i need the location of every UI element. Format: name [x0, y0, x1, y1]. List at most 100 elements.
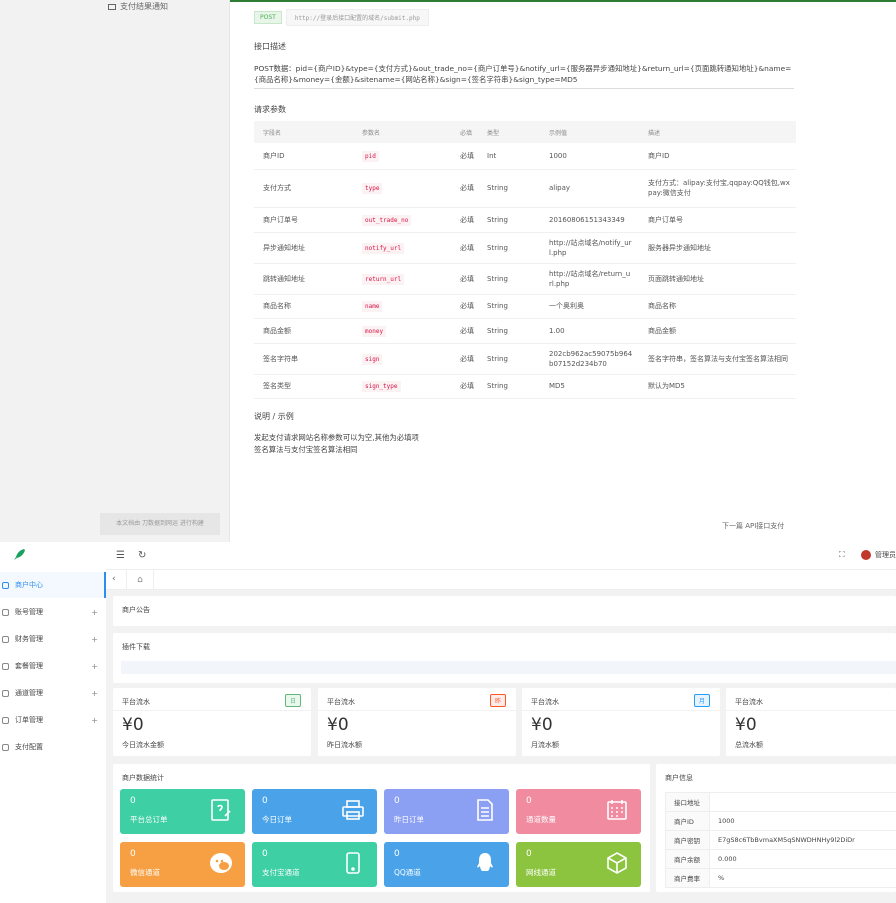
menu-icon	[2, 743, 9, 751]
type-cell: Int	[478, 143, 540, 170]
menu-icon	[2, 581, 9, 589]
sidebar-item-menu[interactable]: 套餐管理 +	[0, 653, 106, 679]
sidebar-item-notify[interactable]: 支付结果通知	[108, 1, 168, 12]
expand-icon: +	[91, 634, 98, 644]
param-cell: sign_type	[353, 374, 451, 399]
user-menu[interactable]: 管理员	[861, 550, 896, 560]
example-cell: alipay	[540, 169, 639, 208]
cube-icon	[605, 851, 629, 875]
sidebar-item-menu[interactable]: 通道管理 +	[0, 680, 106, 706]
fullscreen-icon[interactable]: ⛶	[839, 550, 845, 559]
info-key: 商户费率	[665, 868, 710, 888]
field-cell: 商户ID	[254, 143, 353, 170]
calendar-icon	[605, 798, 629, 822]
expand-icon: +	[91, 661, 98, 671]
user-name: 管理员	[875, 551, 896, 559]
example-cell: 1000	[540, 143, 639, 170]
tile-value: 0	[130, 849, 136, 859]
section-title-params: 请求参数	[254, 105, 286, 114]
desc-cell: 商户订单号	[639, 207, 796, 233]
field-cell: 跳转通知地址	[254, 263, 353, 295]
stat-tile[interactable]: 0 支付宝通道	[252, 842, 377, 887]
required-cell: 必填	[451, 263, 478, 295]
example-cell: 202cb962ac59075b964b07152d234b70	[540, 343, 639, 375]
admin-dashboard: 商户中心 账号管理 + 财务管理 + 套餐管理 + 通道管理 + 订单管理 + 支付配置 ☰ ↻ ⛶ …	[0, 542, 896, 903]
info-key: 商户密钥	[665, 830, 710, 850]
home-tab-icon[interactable]: ⌂	[126, 570, 154, 590]
menu-toggle-icon[interactable]: ☰	[116, 550, 125, 561]
stat-tile[interactable]: 0 昨日订单	[384, 789, 509, 834]
tile-label: 昨日订单	[394, 815, 424, 824]
param-cell: notify_url	[353, 232, 451, 264]
tile-value: 0	[526, 796, 532, 806]
tile-value: 0	[394, 796, 400, 806]
stat-value: ¥0	[122, 715, 144, 735]
divider	[318, 710, 516, 711]
admin-sidebar: 商户中心 账号管理 + 财务管理 + 套餐管理 + 通道管理 + 订单管理 + 支付配置	[0, 542, 106, 903]
desc-cell: 服务器异步通知地址	[639, 232, 796, 264]
stat-tile[interactable]: 0 微信通道	[120, 842, 245, 887]
info-value: %	[709, 868, 896, 888]
tile-value: 0	[526, 849, 532, 859]
tile-value: 0	[394, 849, 400, 859]
tile-label: 网线通道	[526, 868, 556, 877]
sidebar-item-menu[interactable]: 订单管理 +	[0, 707, 106, 733]
required-cell: 必填	[451, 318, 478, 344]
field-cell: 商品金额	[254, 318, 353, 344]
tile-label: 通道数量	[526, 815, 556, 824]
sidebar-item-menu[interactable]: 财务管理 +	[0, 626, 106, 652]
sidebar-item-menu[interactable]: 商户中心	[0, 572, 106, 598]
required-cell: 必填	[451, 143, 478, 170]
stat-subtitle: 昨日流水额	[327, 741, 362, 749]
card-title: 商户公告	[122, 606, 150, 614]
stat-title: 平台流水	[735, 698, 763, 706]
sidebar-item-menu[interactable]: 账号管理 +	[0, 599, 106, 625]
type-cell: String	[478, 318, 540, 344]
stat-tile[interactable]: 0 网线通道	[516, 842, 641, 887]
example-cell: MD5	[540, 374, 639, 399]
stat-value: ¥0	[735, 715, 757, 735]
stat-tile[interactable]: 0 通道数量	[516, 789, 641, 834]
menu-icon	[2, 689, 9, 697]
sidebar-item-label: 套餐管理	[15, 662, 43, 670]
type-cell: String	[478, 169, 540, 208]
stat-tile[interactable]: 0 平台总订单	[120, 789, 245, 834]
stat-value: ¥0	[327, 715, 349, 735]
desc-cell: 默认为MD5	[639, 374, 796, 399]
sidebar-item-label: 商户中心	[15, 581, 43, 589]
next-page-link[interactable]: 下一篇 API接口支付	[722, 521, 784, 531]
desc-cell: 签名字符串，签名算法与支付宝签名算法相同	[639, 343, 796, 375]
table-row: 异步通知地址 notify_url 必填 String http://站点域名/noti…	[254, 232, 796, 264]
type-cell: String	[478, 207, 540, 233]
stat-tag: 日	[284, 694, 301, 707]
api-doc-page: 支付结果通知 本文档由 刀数据到网运 进行构建 POST http://登录后接…	[0, 0, 896, 542]
avatar	[861, 550, 871, 560]
sidebar-item-menu[interactable]: 支付配置	[0, 734, 106, 760]
stat-tile[interactable]: 0 QQ通道	[384, 842, 509, 887]
param-code: out_trade_no	[362, 214, 412, 226]
table-row: 商品名称 name 必填 String 一个奥利奥 商品名称	[254, 294, 796, 319]
top-accent-line	[0, 0, 896, 2]
note-line: 发起支付请求网站名称参数可以为空,其他为必填项	[254, 433, 419, 442]
type-cell: String	[478, 232, 540, 264]
endpoint-bar: POST http://登录后接口配置的域名/submit.php	[254, 8, 429, 26]
tile-label: 今日订单	[262, 815, 292, 824]
info-row: 商户费率%	[665, 868, 896, 888]
note-line: 签名算法与支付宝签名算法相同	[254, 445, 358, 454]
desc-cell: 支付方式：alipay:支付宝,qqpay:QQ钱包,wxpay:微信支付	[639, 169, 796, 208]
section-title-notes: 说明 / 示例	[254, 412, 294, 421]
example-cell: 一个奥利奥	[540, 294, 639, 319]
type-cell: String	[478, 374, 540, 399]
info-value: E7gS8c6TbBvmaXM5qSNWDHNHy9l2DiDr	[709, 830, 896, 850]
menu-icon	[2, 608, 9, 616]
refresh-icon[interactable]: ↻	[138, 550, 147, 561]
chevron-left-icon[interactable]: ‹	[112, 574, 116, 584]
download-card: 插件下载	[113, 633, 896, 683]
admin-header: ☰ ↻ ⛶ 管理员	[106, 542, 896, 570]
stat-tile[interactable]: 0 今日订单	[252, 789, 377, 834]
expand-icon: +	[91, 688, 98, 698]
rocket-logo-icon	[14, 549, 25, 560]
param-code: type	[362, 183, 383, 194]
required-cell: 必填	[451, 169, 478, 208]
document-icon	[473, 798, 497, 822]
